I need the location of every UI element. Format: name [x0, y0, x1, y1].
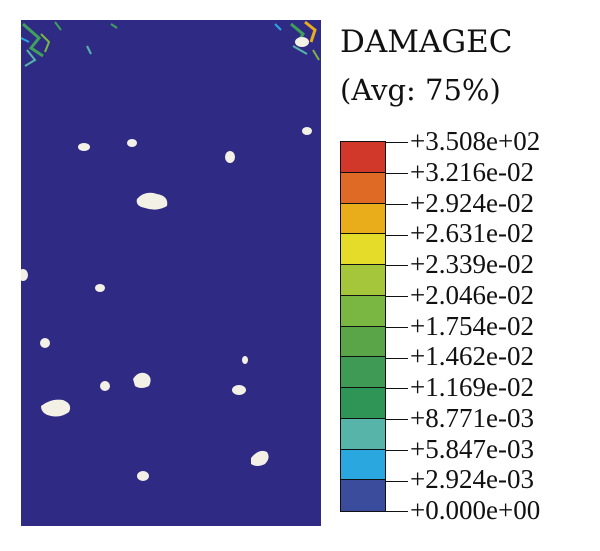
legend-band — [341, 234, 385, 265]
damage-spots — [21, 127, 312, 481]
contour-plot-canvas — [21, 20, 321, 526]
legend-label: +1.462e-02 — [386, 342, 534, 370]
legend-band — [341, 265, 385, 296]
edge-damage-top-right — [274, 20, 320, 61]
damage-spot — [95, 284, 105, 292]
edge-damage-top-left — [21, 21, 118, 67]
plot-background — [21, 20, 321, 526]
legend-label: +0.000e+00 — [386, 496, 540, 524]
legend-title: DAMAGEC — [340, 24, 513, 60]
legend-band — [341, 418, 385, 450]
damage-spot — [78, 143, 90, 151]
legend-label: +2.924e-02 — [386, 189, 534, 217]
legend-band — [341, 172, 385, 204]
damage-spot — [41, 399, 71, 417]
legend-label: +3.216e-02 — [386, 158, 534, 186]
damage-contour-plot — [21, 20, 321, 526]
legend-band — [341, 295, 385, 327]
damage-spot — [40, 338, 50, 348]
legend-label: +8.771e-03 — [386, 404, 534, 432]
legend-label: +2.339e-02 — [386, 250, 534, 278]
damage-spot — [242, 356, 248, 364]
legend-band — [341, 357, 385, 388]
legend-label: +2.631e-02 — [386, 219, 534, 247]
legend-label: +2.924e-03 — [386, 465, 534, 493]
legend-subtitle: (Avg: 75%) — [340, 73, 501, 107]
damage-spot — [127, 139, 137, 147]
damage-spot — [302, 127, 312, 135]
damage-spot — [137, 471, 149, 481]
damage-spot — [100, 381, 110, 391]
damage-spot — [232, 385, 246, 395]
damage-spot — [225, 151, 235, 163]
legend-band — [341, 142, 385, 173]
legend-label: +1.169e-02 — [386, 373, 534, 401]
damage-spot — [21, 269, 28, 281]
legend-band — [341, 480, 385, 511]
legend-band — [341, 388, 385, 419]
damage-spot — [136, 192, 168, 210]
legend-band — [341, 203, 385, 235]
legend-color-bar — [340, 141, 386, 512]
legend-label: +5.847e-03 — [386, 435, 534, 463]
damage-spot — [251, 450, 269, 466]
damage-spot — [133, 372, 151, 388]
legend-label: +2.046e-02 — [386, 281, 534, 309]
legend-label: +3.508e+02 — [386, 127, 540, 155]
legend-band — [341, 449, 385, 481]
legend-label: +1.754e-02 — [386, 312, 534, 340]
legend-band — [341, 326, 385, 358]
